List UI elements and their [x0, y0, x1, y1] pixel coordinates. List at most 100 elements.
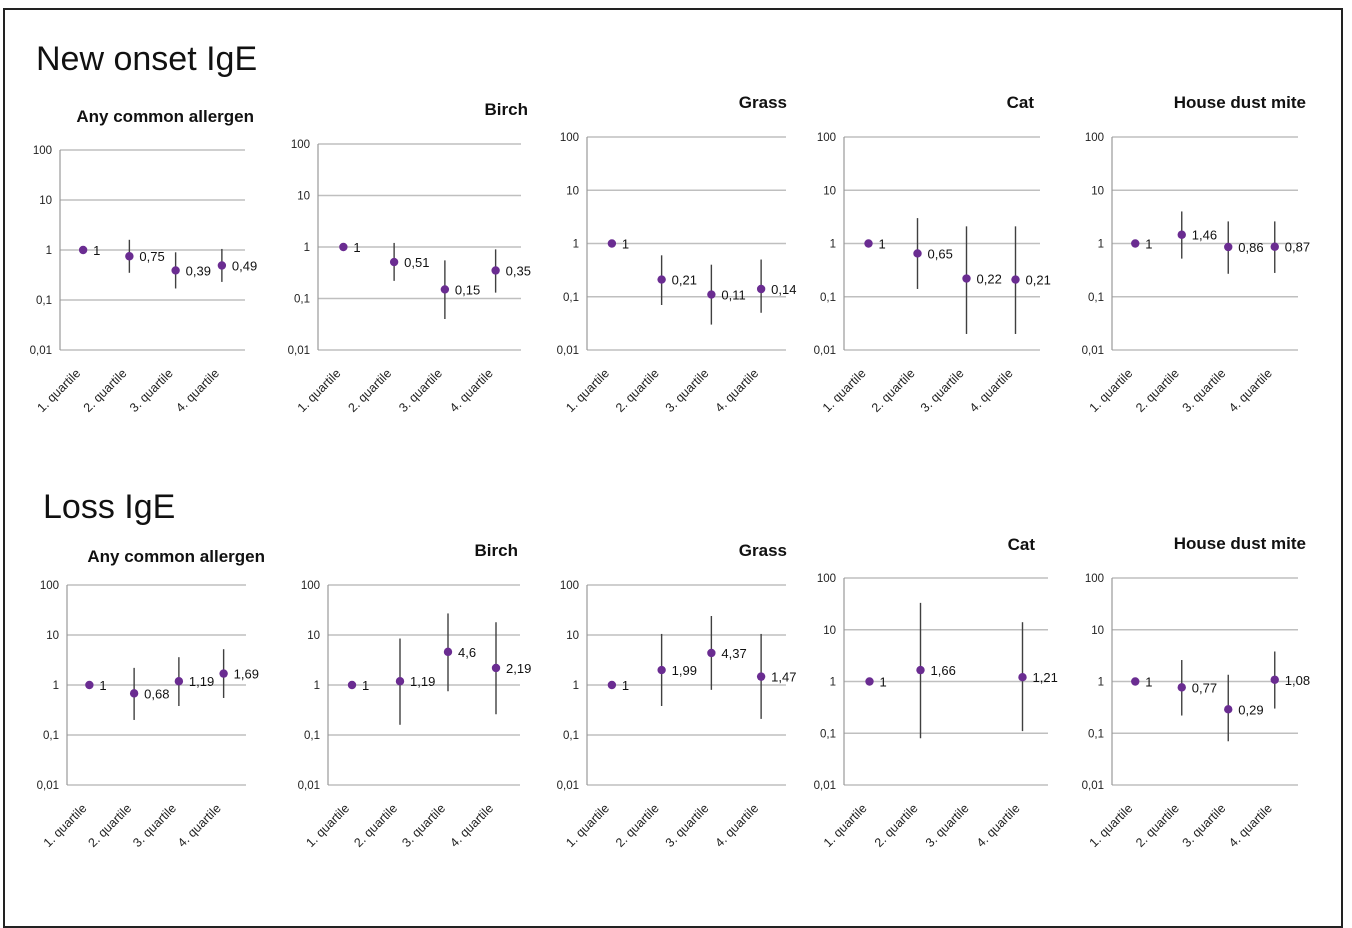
data-point — [174, 677, 184, 686]
x-tick-label: 2. quartile — [613, 801, 662, 850]
data-label: 0,87 — [1285, 240, 1310, 255]
data-point — [1224, 705, 1233, 714]
y-tick-label: 0,1 — [820, 292, 836, 304]
y-tick-label: 0,01 — [814, 345, 836, 357]
x-tick-label: 3. quartile — [127, 366, 176, 415]
chart-title: Cat — [1007, 93, 1035, 112]
data-point — [347, 680, 357, 690]
y-tick-label: 0,01 — [1082, 345, 1104, 357]
y-tick-label: 0,01 — [1082, 780, 1104, 792]
data-label: 0,75 — [139, 249, 164, 264]
y-tick-label: 1 — [573, 680, 579, 692]
data-label: 0,11 — [721, 288, 745, 303]
data-label: 0,86 — [1238, 240, 1263, 255]
figure-frame — [3, 8, 1343, 928]
data-label: 1 — [1145, 675, 1152, 690]
x-tick-label: 3. quartile — [663, 366, 712, 415]
y-tick-label: 100 — [40, 580, 59, 592]
y-tick-label: 0,1 — [36, 295, 52, 307]
data-label: 0,21 — [672, 273, 697, 288]
chart-panel-4: Cat 0,01 0,1 1 10 100 1. quartile 1 2. quartile 0… — [814, 93, 1051, 415]
x-tick-label: 3. quartile — [923, 801, 972, 850]
data-point — [491, 266, 500, 275]
y-tick-label: 1 — [573, 239, 579, 251]
y-tick-label: 0,1 — [820, 728, 836, 740]
data-label: 0,35 — [506, 263, 531, 278]
data-point — [1224, 242, 1233, 252]
y-tick-label: 1 — [1098, 239, 1104, 251]
x-tick-label: 4. quartile — [1226, 801, 1275, 850]
y-tick-label: 1 — [1098, 677, 1104, 689]
section-title-loss: Loss IgE — [43, 488, 176, 526]
data-point — [440, 285, 450, 294]
chart-title: Birch — [475, 541, 518, 560]
y-tick-label: 0,01 — [557, 780, 579, 792]
y-tick-label: 10 — [297, 191, 310, 203]
x-tick-label: 2. quartile — [1133, 366, 1182, 415]
data-point — [916, 665, 925, 675]
data-point — [395, 677, 405, 686]
data-label: 1,47 — [771, 670, 796, 685]
data-label: 1,21 — [1033, 670, 1058, 685]
data-label: 1 — [362, 678, 369, 693]
y-tick-label: 0,1 — [304, 730, 320, 742]
y-tick-label: 10 — [1091, 625, 1104, 637]
x-tick-label: 3. quartile — [663, 801, 712, 850]
x-tick-label: 4. quartile — [974, 801, 1023, 850]
chart-title: Grass — [739, 541, 787, 560]
y-tick-label: 0,01 — [814, 780, 836, 792]
data-point — [217, 261, 227, 270]
data-point — [389, 257, 399, 267]
y-tick-label: 100 — [33, 145, 52, 157]
data-point — [707, 648, 716, 658]
y-tick-label: 100 — [1085, 132, 1104, 144]
x-tick-label: 3. quartile — [918, 366, 967, 415]
y-tick-label: 0,1 — [563, 730, 579, 742]
data-point — [129, 689, 139, 698]
x-tick-label: 1. quartile — [35, 366, 84, 415]
x-tick-label: 1. quartile — [820, 366, 869, 415]
chart-panel-2: Birch 0,01 0,1 1 10 100 1. quartile 1 2. quartil… — [288, 100, 531, 415]
x-tick-label: 1. quartile — [1087, 801, 1136, 850]
x-tick-label: 1. quartile — [303, 801, 352, 850]
y-tick-label: 0,01 — [37, 780, 59, 792]
x-tick-label: 3. quartile — [1180, 801, 1229, 850]
data-point — [1131, 677, 1140, 686]
data-point — [962, 274, 971, 283]
y-tick-label: 1 — [304, 242, 310, 254]
y-tick-label: 10 — [566, 185, 579, 197]
x-tick-label: 1. quartile — [563, 801, 612, 850]
data-point — [657, 665, 666, 675]
data-point — [443, 647, 453, 657]
chart-title: Birch — [485, 100, 528, 119]
y-tick-label: 100 — [291, 139, 310, 151]
data-label: 1 — [353, 240, 360, 255]
x-tick-label: 4. quartile — [173, 366, 222, 415]
chart-panel-6: Any common allergen 0,01 0,1 1 10 100 1. quart… — [37, 547, 265, 850]
y-tick-label: 100 — [560, 580, 579, 592]
x-tick-label: 2. quartile — [869, 366, 918, 415]
x-tick-label: 2. quartile — [1133, 801, 1182, 850]
y-tick-label: 1 — [53, 680, 59, 692]
section-title-new-onset: New onset IgE — [36, 40, 258, 78]
chart-panel-7: Birch 0,01 0,1 1 10 100 1. quartile 1 2. quartil… — [298, 541, 532, 850]
data-point — [85, 680, 94, 690]
data-label: 0,51 — [404, 255, 429, 270]
x-tick-label: 4. quartile — [713, 366, 762, 415]
chart-title: Grass — [739, 93, 787, 112]
x-tick-label: 3. quartile — [399, 801, 448, 850]
x-tick-label: 1. quartile — [41, 801, 90, 850]
x-tick-label: 3. quartile — [396, 366, 445, 415]
chart-panel-10: House dust mite 0,01 0,1 1 10 100 1. quartile 1… — [1082, 534, 1310, 850]
y-tick-label: 1 — [830, 677, 836, 689]
data-point — [1177, 230, 1186, 239]
y-tick-label: 100 — [560, 132, 579, 144]
y-tick-label: 10 — [823, 185, 836, 197]
data-point — [1270, 242, 1279, 251]
data-point — [756, 284, 766, 294]
chart-panel-8: Grass 0,01 0,1 1 10 100 1. quartile 1 2. quartil… — [557, 541, 797, 850]
data-label: 1,99 — [672, 663, 697, 678]
chart-title: House dust mite — [1174, 534, 1306, 553]
data-label: 1,19 — [410, 674, 435, 689]
